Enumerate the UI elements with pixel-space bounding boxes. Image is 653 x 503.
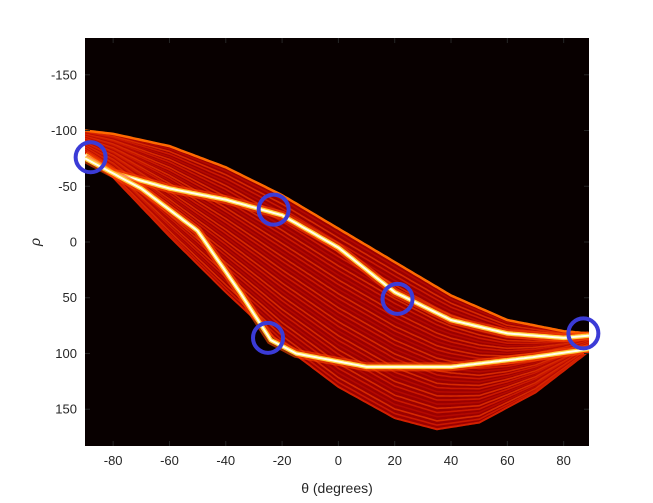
band-line	[85, 139, 589, 355]
x-tick-label: 80	[556, 453, 570, 468]
band-line	[85, 144, 589, 377]
band-line	[85, 152, 589, 422]
y-axis-ticks: -150 -100 -50 0 50 100 150	[51, 67, 589, 417]
x-tick-label: 0	[335, 453, 342, 468]
y-tick-label: 150	[55, 402, 77, 417]
band-line	[85, 136, 589, 347]
y-tick-label: 0	[70, 235, 77, 250]
peak-marker	[251, 320, 286, 355]
band-line	[85, 153, 589, 426]
y-tick-label: -100	[51, 123, 77, 138]
band-line	[85, 143, 589, 373]
y-tick-label: 50	[63, 290, 77, 305]
band-line	[85, 144, 589, 380]
band-line	[85, 142, 589, 370]
band-upper-edge	[85, 129, 589, 335]
band-line	[85, 131, 589, 336]
y-tick-label: -150	[51, 67, 77, 82]
x-tick-label: 20	[387, 453, 401, 468]
x-tick-label: -80	[104, 453, 123, 468]
peak-marker	[566, 316, 601, 351]
peak-marker	[380, 281, 415, 316]
bright-curve	[85, 154, 589, 339]
y-axis-label: ρ	[27, 238, 43, 247]
band-line	[85, 134, 589, 341]
band-line	[85, 135, 589, 343]
x-axis-ticks: -80 -60 -40 -20 0 20 40 60 80	[104, 38, 571, 468]
x-tick-label: -60	[160, 453, 179, 468]
band-line	[85, 130, 589, 335]
band-line	[85, 152, 589, 418]
x-axis-label: θ (degrees)	[301, 480, 373, 496]
heatmap-layer	[85, 129, 589, 431]
band-line	[85, 149, 589, 401]
band-line	[85, 137, 589, 350]
band-lower-edge	[85, 154, 589, 431]
x-tick-label: 60	[500, 453, 514, 468]
x-tick-label: -20	[273, 453, 292, 468]
band-line	[85, 138, 589, 352]
x-tick-label: -40	[216, 453, 235, 468]
band-line	[85, 136, 589, 345]
peak-marker	[73, 140, 108, 175]
peak-marker	[256, 192, 291, 227]
band-line	[85, 151, 589, 414]
y-tick-label: 100	[55, 346, 77, 361]
y-tick-label: -50	[58, 179, 77, 194]
x-tick-label: 40	[444, 453, 458, 468]
peak-markers	[73, 140, 601, 355]
bright-curve	[85, 157, 589, 368]
